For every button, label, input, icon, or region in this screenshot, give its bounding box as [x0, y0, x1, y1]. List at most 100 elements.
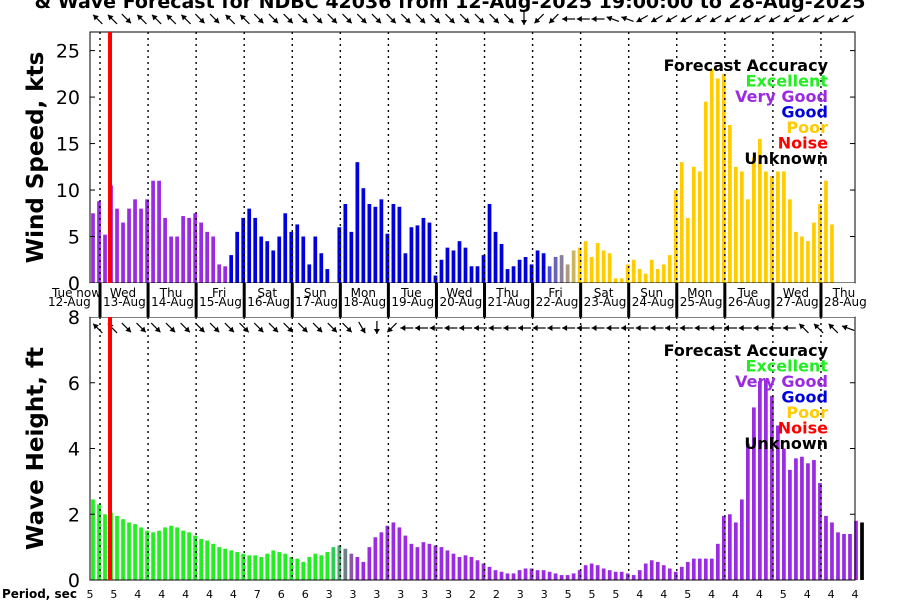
wave-bar: [746, 443, 750, 580]
wave-direction-arrow: [768, 325, 782, 331]
x-date-label: 13-Aug: [103, 295, 146, 309]
wind-direction-arrow: [312, 13, 323, 24]
wave-direction-arrow: [239, 322, 250, 333]
day-separator: [723, 283, 727, 317]
x-date-label: 26-Aug: [728, 295, 771, 309]
wave-bar: [715, 543, 720, 580]
wind-bar: [637, 269, 642, 283]
wind-bar: [337, 227, 342, 283]
wave-bar: [271, 550, 276, 580]
wind-direction-arrow: [521, 12, 527, 25]
wave-bar: [493, 570, 498, 580]
arrow-head: [754, 16, 761, 23]
day-separator: [819, 283, 823, 317]
period-value: 3: [421, 588, 428, 600]
arrow-head: [503, 325, 509, 331]
wave-bar: [313, 553, 318, 580]
wave-bar: [343, 548, 348, 580]
day-separator: [579, 283, 583, 317]
wave-bar: [421, 542, 426, 580]
wave-bar: [667, 568, 672, 580]
arrow-head: [709, 325, 715, 331]
wave-bar: [848, 533, 852, 580]
arrow-head: [287, 17, 293, 24]
wave-bar: [703, 558, 708, 580]
wave-bar: [709, 558, 714, 580]
wave-direction-arrow: [738, 325, 752, 331]
x-date-label: 19-Aug: [391, 295, 434, 309]
period-value: 3: [541, 588, 548, 600]
x-date-label: 12-Aug: [48, 295, 91, 309]
wind-bar: [758, 138, 762, 283]
wave-direction-arrow: [358, 321, 366, 334]
wind-direction-arrow: [430, 13, 441, 24]
wind-ytick-label: 5: [68, 227, 80, 249]
period-value: 4: [828, 588, 835, 600]
arrow-head: [828, 323, 835, 330]
wind-direction-arrow: [650, 14, 663, 23]
wind-direction-arrow: [768, 14, 781, 23]
wave-direction-arrow: [209, 322, 220, 333]
wave-bar: [535, 570, 540, 580]
wind-bar: [469, 266, 474, 283]
arrow-head: [444, 325, 450, 331]
wind-bar: [163, 217, 167, 283]
arrow-head: [140, 326, 146, 333]
wave-ytick-label: 2: [68, 504, 80, 526]
x-date-label: 17-Aug: [295, 295, 338, 309]
wave-bar: [415, 547, 420, 581]
day-separator: [434, 283, 438, 317]
wind-ytick-label: 20: [56, 87, 80, 109]
wind-bar: [505, 269, 510, 283]
wave-bar: [685, 561, 690, 580]
wave-bar: [367, 547, 372, 581]
wave-direction-arrow: [429, 325, 443, 331]
x-date-label: 24-Aug: [632, 295, 675, 309]
wave-bar: [223, 548, 228, 580]
arrow-head: [225, 14, 232, 21]
arrow-head: [665, 16, 672, 23]
arrow-head: [331, 326, 337, 333]
x-date-label: 27-Aug: [776, 295, 819, 309]
wind-direction-arrow: [709, 14, 722, 23]
wind-bar: [295, 224, 300, 283]
wind-bar: [709, 69, 714, 283]
wind-bar: [277, 236, 282, 283]
wave-direction-arrow: [136, 322, 147, 333]
arrow-head: [606, 325, 612, 331]
wind-direction-arrow: [753, 14, 766, 23]
wind-direction-arrow: [92, 14, 103, 25]
wave-bar: [199, 538, 203, 580]
arrow-head: [137, 14, 143, 21]
period-value: 6: [278, 588, 285, 600]
arrow-head: [301, 326, 308, 333]
wave-ytick-label: 0: [68, 570, 80, 592]
arrow-head: [650, 325, 656, 331]
wave-ytick-label: 4: [68, 439, 80, 461]
wave-bar: [133, 524, 137, 580]
wind-bar: [205, 231, 210, 283]
wind-direction-arrow: [798, 14, 810, 23]
legend-heading: Forecast Accuracy: [664, 341, 829, 360]
wave-bar: [403, 535, 408, 580]
x-date-label: 20-Aug: [439, 295, 482, 309]
wind-bar: [595, 243, 600, 283]
wind-bar: [397, 206, 402, 283]
wave-bar: [253, 555, 258, 580]
wave-bar: [187, 532, 191, 580]
wave-bar: [565, 575, 570, 580]
arrow-head: [360, 17, 367, 24]
wind-bar: [625, 264, 630, 283]
arrow-head: [521, 20, 527, 25]
wave-direction-arrow: [518, 325, 531, 331]
period-value: 5: [684, 588, 691, 600]
wave-bar: [836, 532, 840, 580]
wave-direction-arrow: [373, 321, 380, 334]
wind-bar: [187, 217, 191, 283]
arrow-head: [360, 327, 366, 334]
wind-direction-arrow: [121, 13, 132, 24]
wave-bar: [487, 566, 492, 580]
x-day-label: Tue: [737, 286, 759, 300]
wind-bar: [697, 171, 702, 283]
legend-item-poor: Poor: [786, 118, 828, 137]
